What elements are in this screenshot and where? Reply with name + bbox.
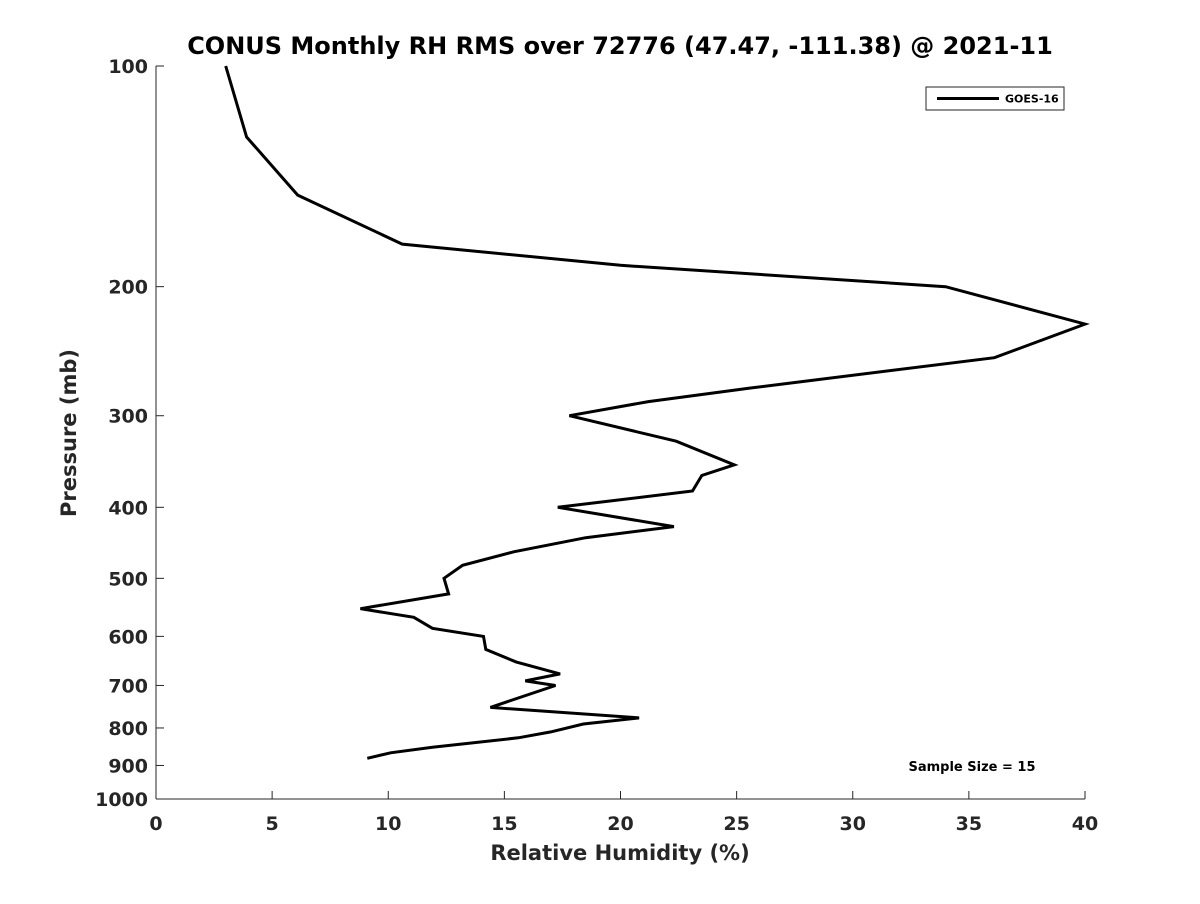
y-tick-label: 100 <box>108 56 148 78</box>
chart-title: CONUS Monthly RH RMS over 72776 (47.47, … <box>187 32 1053 60</box>
y-tick-label: 1000 <box>95 789 148 811</box>
legend-label-goes-16: GOES-16 <box>1005 93 1059 106</box>
y-tick-label: 300 <box>108 406 148 428</box>
y-tick-label: 600 <box>108 626 148 648</box>
y-tick-label: 800 <box>108 718 148 740</box>
x-tick-label: 25 <box>723 813 749 835</box>
series-line-goes-16 <box>224 65 1090 760</box>
series-layer <box>224 65 1090 760</box>
x-tick-label: 40 <box>1072 813 1098 835</box>
y-tick-label: 400 <box>108 497 148 519</box>
x-tick-label: 20 <box>607 813 633 835</box>
x-axis-ticks: 0 5 10 15 20 25 30 35 40 <box>149 791 1098 835</box>
x-tick-label: 15 <box>491 813 517 835</box>
x-tick-label: 5 <box>266 813 279 835</box>
y-axis-ticks: 100 200 300 400 500 600 700 800 900 1000 <box>95 56 164 811</box>
y-tick-label: 700 <box>108 675 148 697</box>
x-tick-label: 0 <box>149 813 162 835</box>
legend: GOES-16 <box>925 86 1065 111</box>
x-tick-label: 30 <box>840 813 866 835</box>
y-tick-label: 200 <box>108 277 148 299</box>
x-tick-label: 35 <box>956 813 982 835</box>
y-axis-label: Pressure (mb) <box>57 349 81 517</box>
y-tick-label: 500 <box>108 568 148 590</box>
sample-size-annotation: Sample Size = 15 <box>908 760 1035 775</box>
x-axis-label: Relative Humidity (%) <box>490 841 749 865</box>
x-tick-label: 10 <box>375 813 401 835</box>
y-tick-label: 900 <box>108 755 148 777</box>
